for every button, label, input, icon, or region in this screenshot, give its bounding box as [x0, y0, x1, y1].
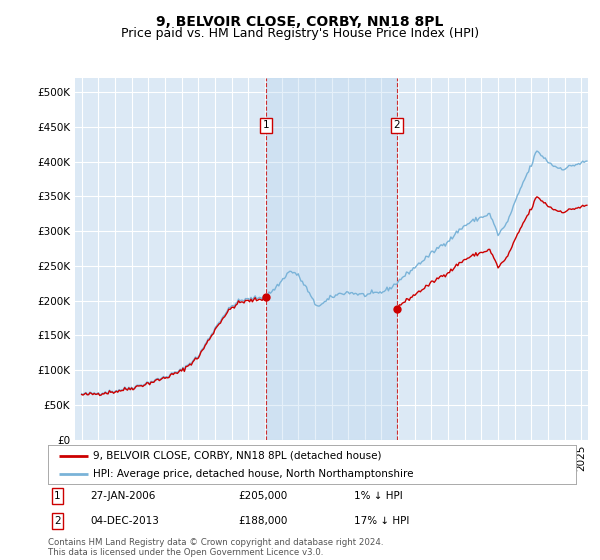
Text: HPI: Average price, detached house, North Northamptonshire: HPI: Average price, detached house, Nort…	[93, 469, 413, 479]
Text: 1% ↓ HPI: 1% ↓ HPI	[354, 491, 403, 501]
Text: 04-DEC-2013: 04-DEC-2013	[90, 516, 159, 526]
Text: 1: 1	[263, 120, 269, 130]
Text: 17% ↓ HPI: 17% ↓ HPI	[354, 516, 410, 526]
Text: 1: 1	[54, 491, 61, 501]
Text: 9, BELVOIR CLOSE, CORBY, NN18 8PL (detached house): 9, BELVOIR CLOSE, CORBY, NN18 8PL (detac…	[93, 451, 382, 461]
Text: Price paid vs. HM Land Registry's House Price Index (HPI): Price paid vs. HM Land Registry's House …	[121, 27, 479, 40]
Text: Contains HM Land Registry data © Crown copyright and database right 2024.
This d: Contains HM Land Registry data © Crown c…	[48, 538, 383, 557]
Text: £205,000: £205,000	[238, 491, 287, 501]
Text: 2: 2	[394, 120, 400, 130]
Text: 27-JAN-2006: 27-JAN-2006	[90, 491, 155, 501]
Text: 9, BELVOIR CLOSE, CORBY, NN18 8PL: 9, BELVOIR CLOSE, CORBY, NN18 8PL	[157, 15, 443, 29]
Text: 2: 2	[54, 516, 61, 526]
Bar	[266, 78, 397, 440]
Text: £188,000: £188,000	[238, 516, 287, 526]
